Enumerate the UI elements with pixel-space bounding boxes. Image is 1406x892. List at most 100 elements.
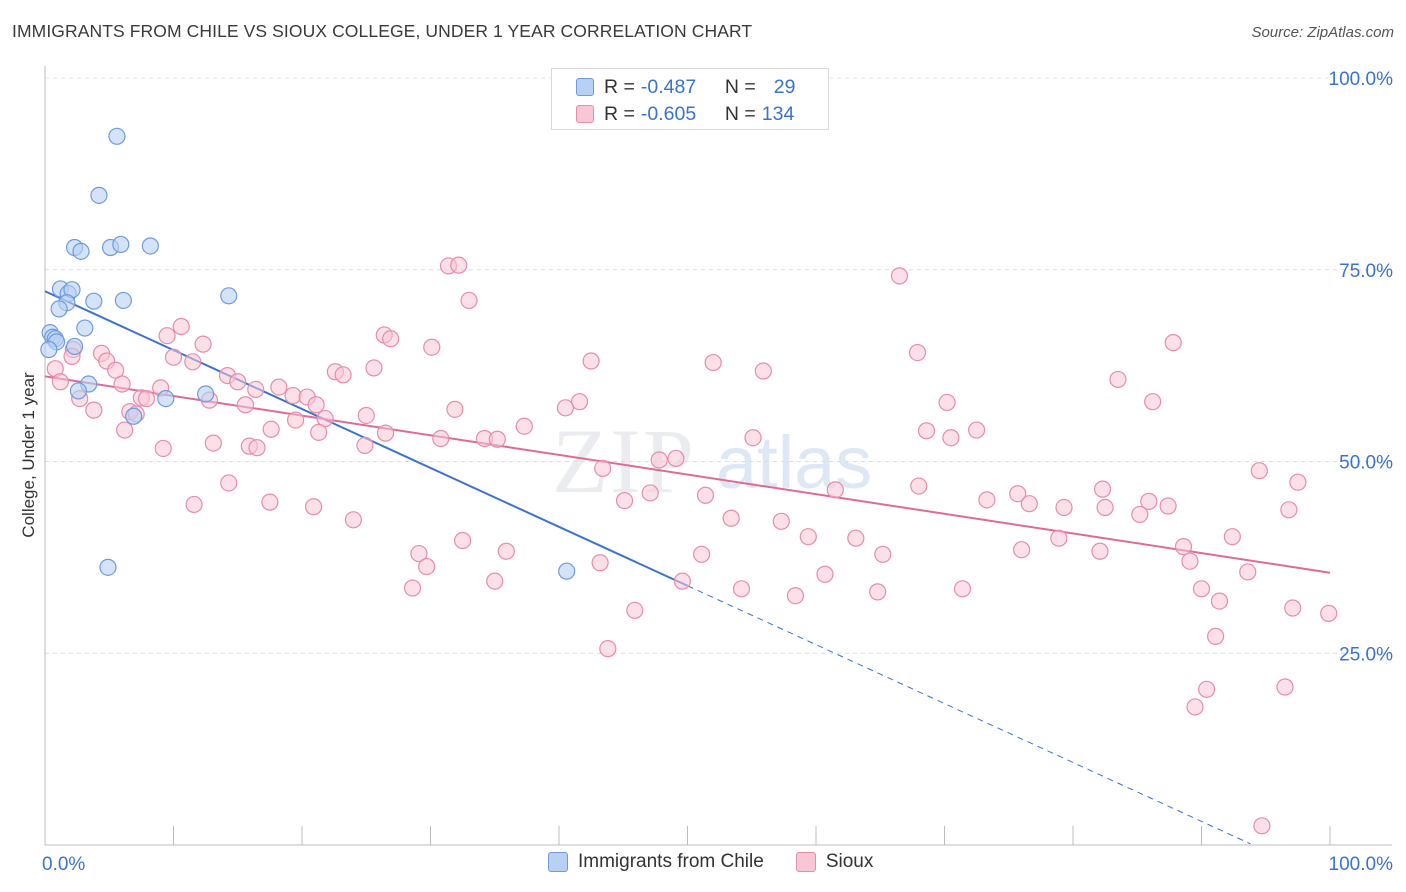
sioux-point [772,512,790,530]
sioux-point [334,366,352,384]
axes [44,66,1392,846]
chile-legend-swatch [548,852,568,872]
sioux-point [164,348,183,366]
sioux-r-value: -0.605 [640,102,697,125]
sioux-point [1020,495,1038,513]
sioux-point [1159,497,1177,515]
sioux-point [591,554,609,572]
chile-point [40,340,58,359]
sioux-point [1253,817,1271,835]
sioux-point [488,430,506,448]
sioux-point [382,330,400,348]
chile-point [99,558,117,576]
correlation-legend: R = -0.487 N = 29 R = -0.605 N = 134 [551,68,829,130]
sioux-point [261,493,279,511]
sioux-point [486,572,504,590]
sioux-point [1093,480,1112,498]
source-credit: Source: ZipAtlas.com [1251,24,1394,41]
sioux-point [184,353,202,371]
chile-trend-extension [687,585,1251,845]
sioux-point [376,424,395,442]
chile-r-value: -0.487 [640,75,697,98]
sioux-point [344,511,362,529]
sioux-point [194,335,212,353]
chile-point [72,242,90,260]
sioux-point [248,439,266,457]
sioux-point [446,400,464,418]
sioux-point [599,640,617,658]
sioux-point [185,495,203,514]
sioux-point [1144,393,1162,411]
y-tick-label: 50.0% [1339,453,1393,474]
sioux-point [284,386,302,405]
chile-point [65,337,84,356]
sioux-point [874,545,892,563]
sioux-point [1289,473,1307,491]
chile-point [69,382,88,400]
sioux-point [1207,627,1225,645]
sioux-legend-swatch [795,852,816,872]
sioux-point [847,529,865,547]
sioux-point [1012,541,1031,559]
sioux-point [1276,678,1294,696]
sioux-point [1198,680,1216,698]
y-tick-label: 75.0% [1339,261,1393,282]
sioux-point [310,423,328,441]
sioux-point [204,434,222,452]
sioux-point [432,429,450,448]
x-tick-label: 100.0% [1329,854,1394,875]
sioux-point [247,380,265,399]
sioux-point [403,579,422,597]
r-label: R = [604,75,635,98]
sioux-point [423,338,441,356]
sioux-n-value: 134 [761,102,795,125]
sioux-point [594,459,612,478]
sioux-point [220,474,238,492]
legend-row-chile: R = -0.487 N = 29 [576,74,795,100]
sioux-point [673,572,691,590]
sioux-point [454,531,472,550]
sioux-point [229,373,247,391]
sioux-point [938,393,956,412]
n-label: N = [724,102,756,125]
n-label: N = [724,75,756,98]
sioux-point [570,393,589,411]
sioux-point [172,317,190,336]
sioux-point [732,580,751,598]
legend-row-sioux: R = -0.605 N = 134 [576,101,794,127]
sioux-point [1050,529,1068,547]
sioux-point [910,477,928,495]
sioux-point [942,429,960,447]
sioux-point [158,327,176,345]
sioux-point [693,545,711,563]
sioux-point [626,601,644,619]
sioux-point [754,362,772,380]
sioux-point [357,406,375,425]
legend-item-sioux: Sioux [795,851,873,873]
chile-point [197,385,215,403]
sioux-trend-line [44,375,1331,574]
sioux-point [418,557,436,576]
sioux-point [953,580,972,598]
sioux-point [1223,528,1241,546]
sioux-point [1284,599,1302,617]
sioux-point [1210,592,1229,610]
chile-legend-label: Immigrants from Chile [578,851,764,872]
sioux-point [497,542,515,560]
sioux-point [978,491,996,509]
tick-labels: 25.0% 50.0% 75.0% 100.0% 0.0% 100.0% [42,69,1393,875]
sioux-point [154,439,172,458]
sioux-point [968,421,986,439]
sioux-point [236,396,255,414]
x-tick-label: 0.0% [42,854,85,875]
sioux-point [1320,604,1338,622]
sioux-point [116,421,134,439]
chile-point [125,407,143,425]
sioux-point [316,409,334,428]
sioux-point [667,449,685,468]
sioux-point [1186,698,1204,716]
chile-point [157,390,175,408]
sioux-point [696,486,715,504]
sioux-point [304,498,323,516]
sioux-point [1009,485,1027,503]
